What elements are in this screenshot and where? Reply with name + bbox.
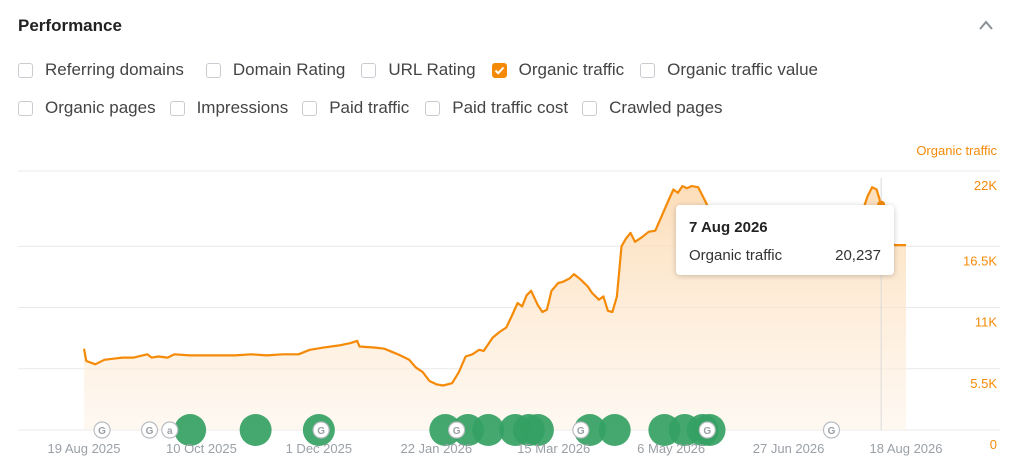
metric-url-rating[interactable]: URL Rating [361,60,476,80]
google-update-icon: G [312,421,330,439]
metric-label: Organic traffic value [667,60,818,79]
x-tick-label: 22 Jan 2026 [400,441,472,456]
impressions-checkbox[interactable] [169,100,185,116]
metric-label: Organic traffic [518,60,625,79]
google-update-icon: G [93,421,111,439]
domain-rating-checkbox[interactable] [205,62,221,78]
y-axis-title: Organic traffic [916,143,997,158]
event-marker [598,414,631,446]
url-rating-checkbox[interactable] [361,62,377,78]
annotation-badge [312,421,330,439]
metric-organic-traffic[interactable]: Organic traffic [491,60,625,80]
paid-traffic-checkbox[interactable] [302,100,318,116]
metric-organic-pages[interactable]: Organic pages [18,98,156,118]
annotation-badge [448,421,466,439]
tooltip-value: 20,237 [835,247,881,264]
event-marker [472,414,505,446]
x-tick-label: 27 Jun 2026 [753,441,825,456]
google-update-icon: G [822,421,841,439]
y-tick-label: 0 [990,437,997,452]
section-title: Performance [18,16,122,35]
annotation-badge [698,421,716,439]
organic-pages-checkbox[interactable] [18,100,33,116]
google-update-icon: G [698,421,716,439]
annotation-label: G [317,426,325,437]
google-update-icon: G [448,421,466,439]
metric-label: URL Rating [388,60,476,79]
metric-label: Paid traffic cost [452,98,569,117]
metric-label: Paid traffic [329,98,410,117]
event-marker [521,414,554,446]
x-tick-label: 15 Mar 2026 [517,441,590,456]
annotation-badge [822,421,841,439]
metric-impressions[interactable]: Impressions [169,98,289,118]
annotation-label: G [703,426,711,437]
metric-label: Domain Rating [232,60,346,79]
annotation-badge [93,421,111,439]
metric-label: Organic pages [45,98,156,117]
x-tick-label: 18 Aug 2026 [869,441,942,456]
metric-label: Impressions [196,98,289,117]
organic-traffic-value-checkbox[interactable] [640,62,656,78]
event-marker [429,414,462,446]
metric-crawled-pages[interactable]: Crawled pages [582,98,723,118]
chevron-up-icon[interactable] [977,18,995,32]
metric-label: Referring domains [45,60,184,79]
x-tick-label: 6 May 2026 [637,441,705,456]
x-tick-label: 10 Oct 2025 [166,441,237,456]
metric-referring-domains[interactable]: Referring domains [18,60,184,80]
metric-domain-rating[interactable]: Domain Rating [205,60,346,80]
annotation-label: G [98,426,106,437]
metric-label: Crawled pages [609,98,723,117]
tooltip-date: 7 Aug 2026 [689,219,768,236]
annotation-badge [140,421,159,439]
annotation-label: G [453,426,461,437]
metric-paid-traffic-cost[interactable]: Paid traffic cost [425,98,568,118]
y-tick-label: 5.5K [970,376,997,391]
annotation-label: G [577,426,585,437]
y-tick-label: 22K [974,178,997,193]
y-tick-label: 11K [975,315,997,330]
annotation-label: G [828,426,836,437]
google-update-icon: G [572,421,590,439]
metric-organic-traffic-value[interactable]: Organic traffic value [640,60,818,80]
google-update-icon: G [140,421,159,439]
annotation-label: a [167,426,173,437]
crawled-pages-checkbox[interactable] [582,100,598,116]
chart-tooltip: 7 Aug 2026 Organic traffic 20,237 [676,205,894,275]
paid-traffic-cost-checkbox[interactable] [425,100,441,116]
event-marker [174,414,207,446]
organic-traffic-checkbox[interactable] [491,62,507,78]
annotation-badge [161,421,179,439]
checkmark-icon [494,66,504,75]
x-tick-label: 19 Aug 2025 [47,441,120,456]
annotation-badge [572,421,590,439]
metric-paid-traffic[interactable]: Paid traffic [302,98,409,118]
referring-domains-checkbox[interactable] [18,62,33,78]
ahrefs-update-icon: a [161,421,179,439]
x-tick-label: 1 Dec 2025 [286,441,353,456]
event-marker [239,414,272,446]
y-tick-label: 16.5K [963,253,997,268]
tooltip-series-name: Organic traffic [689,247,783,264]
annotation-label: G [146,426,154,437]
